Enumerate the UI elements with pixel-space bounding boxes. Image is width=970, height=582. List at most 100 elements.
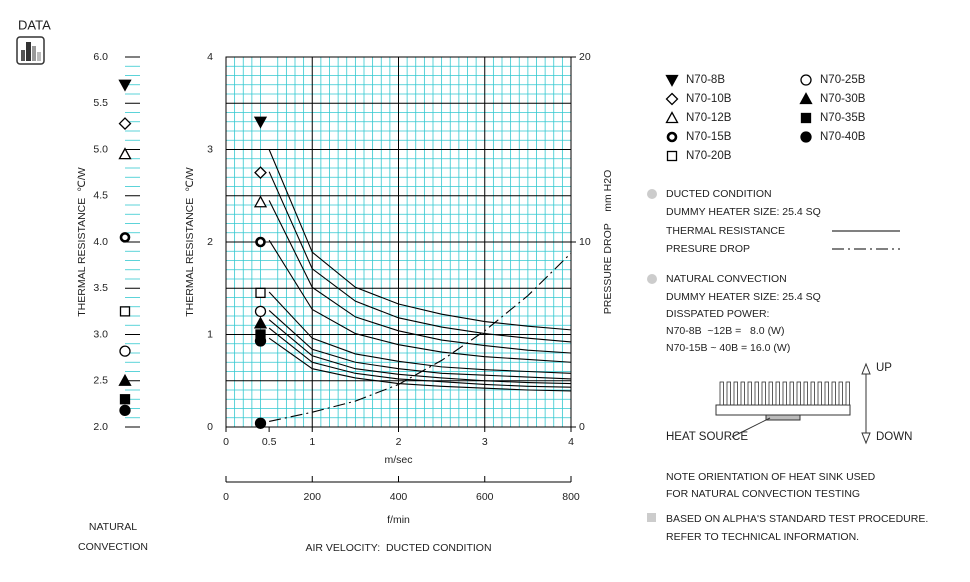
legend-marker	[800, 112, 812, 124]
note: DUMMY HEATER SIZE: 25.4 SQ	[666, 206, 821, 218]
y-tick-label: 5.0	[93, 143, 108, 155]
note: DISSPATED POWER:	[666, 308, 769, 320]
note: N70-8B ~12B = 8.0 (W)	[666, 325, 784, 337]
y-tick-label: 3.0	[93, 328, 108, 340]
marker	[119, 306, 131, 317]
y2-tick-label: 0	[579, 421, 585, 433]
x2-tick-label: 600	[476, 491, 494, 503]
x2-tick-label: 400	[390, 491, 408, 503]
bullet	[647, 513, 656, 522]
fin	[810, 381, 815, 406]
x-tick-label: 2	[396, 436, 402, 448]
fin	[817, 381, 822, 406]
fin	[726, 381, 731, 406]
legend-label: N70-20B	[686, 150, 732, 162]
marker	[119, 394, 131, 405]
y2-tick-label: 10	[579, 236, 591, 248]
legend-marker	[665, 92, 679, 106]
legend-label: N70-15B	[686, 131, 732, 143]
fin	[803, 381, 808, 406]
plot-border	[225, 56, 572, 428]
marker	[253, 116, 268, 129]
legend-marker	[800, 74, 812, 86]
fin	[824, 381, 829, 406]
y-axis-label: THERMAL RESISTANCE ℃/W	[76, 167, 88, 317]
marker	[118, 147, 132, 160]
heat-sink-diagram	[715, 362, 871, 445]
legend-label: N70-40B	[820, 131, 866, 143]
legend-label: N70-35B	[820, 112, 866, 124]
legend-label: N70-10B	[686, 93, 732, 105]
resistance-curve	[268, 200, 572, 354]
note: DUMMY HEATER SIZE: 25.4 SQ	[666, 291, 821, 303]
note: REFER TO TECHNICAL INFORMATION.	[666, 531, 859, 543]
legend-marker	[666, 131, 678, 143]
fin	[768, 381, 773, 406]
marker	[253, 316, 268, 329]
legend-marker	[665, 111, 679, 124]
fin	[740, 381, 745, 406]
y-axis-label: THERMAL RESISTANCE ℃/W	[184, 167, 196, 317]
y-tick-label: 2.5	[93, 375, 108, 387]
fin	[845, 381, 850, 406]
y-tick-label: 3.5	[93, 282, 108, 294]
note: THERMAL RESISTANCE	[666, 225, 785, 237]
y-tick-label: 5.5	[93, 97, 108, 109]
legend-marker	[800, 131, 812, 143]
resistance-curve	[268, 327, 572, 388]
resistance-curve	[268, 319, 572, 385]
diagram-label: HEAT SOURCE	[666, 431, 748, 443]
x-tick-label: 4	[568, 436, 574, 448]
marker	[255, 287, 266, 299]
note: N70-15B ~ 40B = 16.0 (W)	[666, 342, 790, 354]
fin	[754, 381, 759, 406]
note: NATURAL CONVECTION	[666, 273, 787, 285]
page-title: DATA	[18, 17, 51, 32]
x2-axis-label: f/min	[387, 514, 410, 526]
x-tick-label: 3	[482, 436, 488, 448]
resistance-curve	[268, 171, 572, 343]
bullet	[647, 274, 657, 284]
data-icon	[16, 36, 45, 65]
fin	[782, 381, 787, 406]
x-tick-label: 0	[223, 436, 229, 448]
fin	[719, 381, 724, 406]
resistance-curve	[268, 149, 572, 331]
y-tick-label: 1	[207, 328, 213, 340]
marker	[118, 373, 132, 386]
note: PRESURE DROP	[666, 243, 750, 255]
marker	[254, 305, 267, 318]
x-axis-label: NATURAL	[89, 521, 137, 533]
x-tick-label: 1	[309, 436, 315, 448]
note: BASED ON ALPHA'S STANDARD TEST PROCEDURE…	[666, 513, 928, 525]
marker	[255, 236, 266, 248]
y-tick-label: 4	[207, 51, 213, 63]
marker	[254, 166, 267, 180]
resistance-curve	[268, 337, 572, 392]
marker	[118, 79, 132, 92]
x-axis-label: m/sec	[384, 454, 412, 466]
fin	[789, 381, 794, 406]
note: FOR NATURAL CONVECTION TESTING	[666, 488, 860, 500]
fin	[796, 381, 801, 406]
marker	[254, 335, 267, 347]
resistance-curve	[268, 310, 572, 380]
y-tick-label: 4.0	[93, 236, 108, 248]
y2-axis-label: PRESSURE DROP mm H2O	[602, 170, 614, 315]
fin	[838, 381, 843, 406]
fin	[733, 381, 738, 406]
x2-tick-label: 0	[223, 491, 229, 503]
marker	[119, 404, 131, 417]
marker	[119, 232, 131, 243]
y-tick-label: 6.0	[93, 51, 108, 63]
y-tick-label: 3	[207, 143, 213, 155]
x-axis-label: CONVECTION	[78, 541, 148, 553]
x2-tick-label: 800	[562, 491, 580, 503]
marker	[253, 195, 268, 208]
legend-label: N70-25B	[820, 74, 866, 86]
fin	[747, 381, 752, 406]
legend-marker	[799, 92, 813, 105]
legend-marker	[665, 74, 679, 87]
y2-tick-label: 20	[579, 51, 591, 63]
